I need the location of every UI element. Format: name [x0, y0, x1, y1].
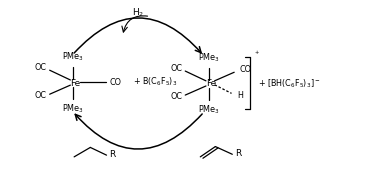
Text: PMe$_3$: PMe$_3$	[62, 103, 84, 115]
Text: OC: OC	[35, 63, 46, 72]
Text: PMe$_3$: PMe$_3$	[198, 52, 220, 64]
Text: CO: CO	[239, 65, 251, 74]
Text: H$_2$: H$_2$	[132, 6, 144, 19]
Text: Fe: Fe	[206, 79, 216, 88]
Text: PMe$_3$: PMe$_3$	[62, 51, 84, 63]
Text: CO: CO	[110, 78, 122, 87]
Text: R: R	[235, 149, 242, 158]
Text: H: H	[237, 91, 243, 100]
Text: R: R	[110, 150, 116, 159]
Text: OC: OC	[170, 64, 182, 73]
Text: + B(C$_6$F$_5$)$_3$: + B(C$_6$F$_5$)$_3$	[133, 76, 177, 88]
Text: + [BH(C$_6$F$_5$)$_3$]$^-$: + [BH(C$_6$F$_5$)$_3$]$^-$	[257, 78, 320, 90]
Text: OC: OC	[35, 92, 46, 101]
Text: Fe: Fe	[70, 79, 81, 88]
Text: PMe$_3$: PMe$_3$	[198, 104, 220, 116]
Text: $^+$: $^+$	[253, 51, 260, 56]
Text: OC: OC	[170, 92, 182, 101]
